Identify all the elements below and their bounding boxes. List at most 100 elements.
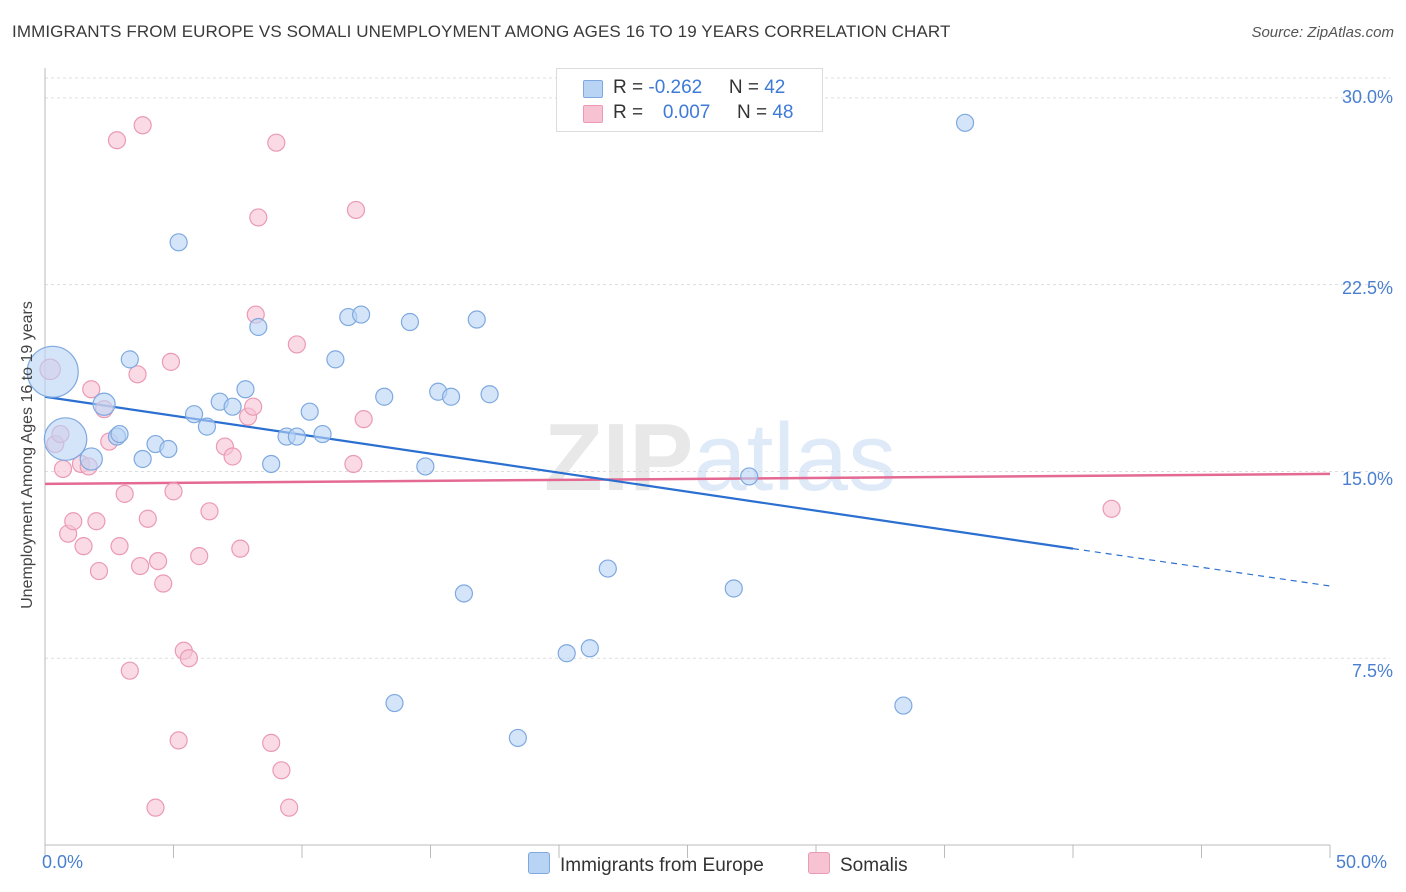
- point-europe-5: [120, 350, 139, 369]
- axes: [44, 68, 1331, 858]
- point-somalis-44: [346, 200, 366, 220]
- point-europe-38: [740, 467, 759, 486]
- series-legend-somalis: Somalis: [808, 852, 908, 877]
- point-somalis-34: [231, 539, 250, 558]
- point-somalis-40: [272, 761, 291, 780]
- point-somalis-25: [161, 352, 181, 371]
- point-somalis-22: [146, 798, 165, 817]
- legend-r-label: R =: [613, 102, 649, 123]
- point-somalis-45: [354, 410, 373, 429]
- point-somalis-3: [53, 459, 73, 479]
- point-europe-27: [416, 457, 435, 476]
- trend-lines: [44, 395, 1331, 587]
- point-europe-0: [26, 345, 79, 398]
- point-somalis-41: [280, 798, 299, 817]
- legend-r-label: R =: [613, 77, 649, 98]
- point-europe-11: [197, 417, 217, 436]
- point-somalis-23: [148, 551, 168, 571]
- point-europe-9: [169, 233, 188, 252]
- point-somalis-20: [133, 116, 152, 135]
- point-europe-36: [598, 559, 617, 578]
- y-tick-label-7-5: 7.5%: [1351, 661, 1393, 681]
- point-somalis-47: [244, 397, 263, 416]
- series-label-europe: Immigrants from Europe: [560, 855, 764, 876]
- watermark: ZIPatlas: [544, 404, 896, 511]
- legend-n-label: N =: [736, 102, 773, 123]
- point-somalis-29: [179, 649, 199, 668]
- point-somalis-38: [262, 733, 281, 752]
- point-europe-37: [724, 579, 743, 598]
- point-europe-41: [110, 424, 129, 444]
- point-europe-30: [454, 584, 474, 603]
- point-europe-6: [133, 449, 152, 469]
- legend-row-europe: R = -0.262 N = 42: [583, 77, 786, 99]
- point-europe-31: [467, 310, 486, 329]
- y-tick-label-15: 15.0%: [1341, 469, 1393, 489]
- legend-swatch-europe: [583, 80, 603, 98]
- point-europe-35: [580, 639, 599, 658]
- point-somalis-14: [107, 131, 127, 150]
- point-europe-40: [955, 113, 975, 132]
- point-somalis-39: [267, 133, 286, 152]
- point-europe-21: [326, 350, 345, 369]
- point-europe-13: [223, 397, 242, 416]
- point-europe-3: [92, 392, 116, 416]
- point-somalis-5: [64, 512, 83, 531]
- point-europe-20: [313, 424, 332, 444]
- point-somalis-16: [115, 484, 134, 503]
- legend-row-somalis: R = 0.007 N = 48: [583, 102, 794, 124]
- point-somalis-7: [74, 537, 93, 556]
- point-europe-33: [508, 728, 527, 748]
- y-tick-label-30: 30.0%: [1341, 87, 1393, 107]
- point-europe-10: [184, 405, 204, 424]
- series-swatch-somalis: [808, 852, 830, 874]
- legend-r-value-somalis: 0.007: [662, 102, 711, 123]
- point-europe-32: [480, 385, 499, 404]
- legend-n-value-europe: 42: [764, 77, 786, 98]
- point-somalis-37: [249, 208, 268, 227]
- point-europe-8: [159, 439, 178, 459]
- point-somalis-33: [223, 447, 242, 466]
- point-somalis-9: [82, 380, 101, 399]
- point-somalis-15: [110, 537, 129, 556]
- chart-title: IMMIGRANTS FROM EUROPE VS SOMALI UNEMPLO…: [12, 22, 951, 41]
- point-somalis-18: [128, 365, 147, 384]
- x-tick-label-max: 50.0%: [1336, 852, 1388, 872]
- legend-r-value-europe: -0.262: [648, 77, 703, 98]
- point-somalis-10: [87, 512, 106, 531]
- x-tick-label-min: 0.0%: [42, 852, 84, 872]
- point-somalis-11: [89, 561, 109, 581]
- legend-n-value-somalis: 48: [772, 102, 794, 123]
- correlation-legend: R = -0.262 N = 42 R = 0.007 N = 48: [556, 68, 823, 132]
- point-somalis-46: [1102, 499, 1121, 518]
- point-europe-1: [43, 417, 88, 461]
- scatter-points: [26, 113, 1121, 817]
- y-axis-label: Unemployment Among Ages 16 to 19 years: [19, 301, 36, 609]
- point-europe-26: [400, 312, 420, 332]
- point-europe-18: [287, 427, 306, 446]
- point-somalis-31: [200, 502, 219, 521]
- point-europe-19: [300, 402, 319, 421]
- point-somalis-19: [130, 556, 150, 576]
- series-legend-europe: Immigrants from Europe: [528, 852, 764, 877]
- point-somalis-27: [169, 731, 188, 750]
- legend-n-label: N =: [728, 77, 765, 98]
- trend-line-somalis: [44, 472, 1331, 486]
- point-somalis-21: [138, 509, 157, 528]
- point-somalis-42: [287, 335, 306, 354]
- point-europe-34: [557, 644, 576, 663]
- point-europe-14: [236, 380, 255, 399]
- trend-line-europe: [44, 395, 1074, 550]
- grid-lines: [45, 77, 1390, 659]
- series-swatch-europe: [528, 852, 550, 874]
- source-label: Source: ZipAtlas.com: [1251, 24, 1394, 41]
- point-europe-16: [262, 454, 281, 474]
- point-europe-2: [79, 447, 103, 471]
- point-europe-25: [385, 693, 404, 713]
- point-somalis-17: [120, 661, 139, 680]
- point-somalis-26: [164, 482, 183, 501]
- series-label-somalis: Somalis: [840, 855, 908, 876]
- point-europe-15: [249, 317, 268, 337]
- point-somalis-30: [190, 547, 209, 566]
